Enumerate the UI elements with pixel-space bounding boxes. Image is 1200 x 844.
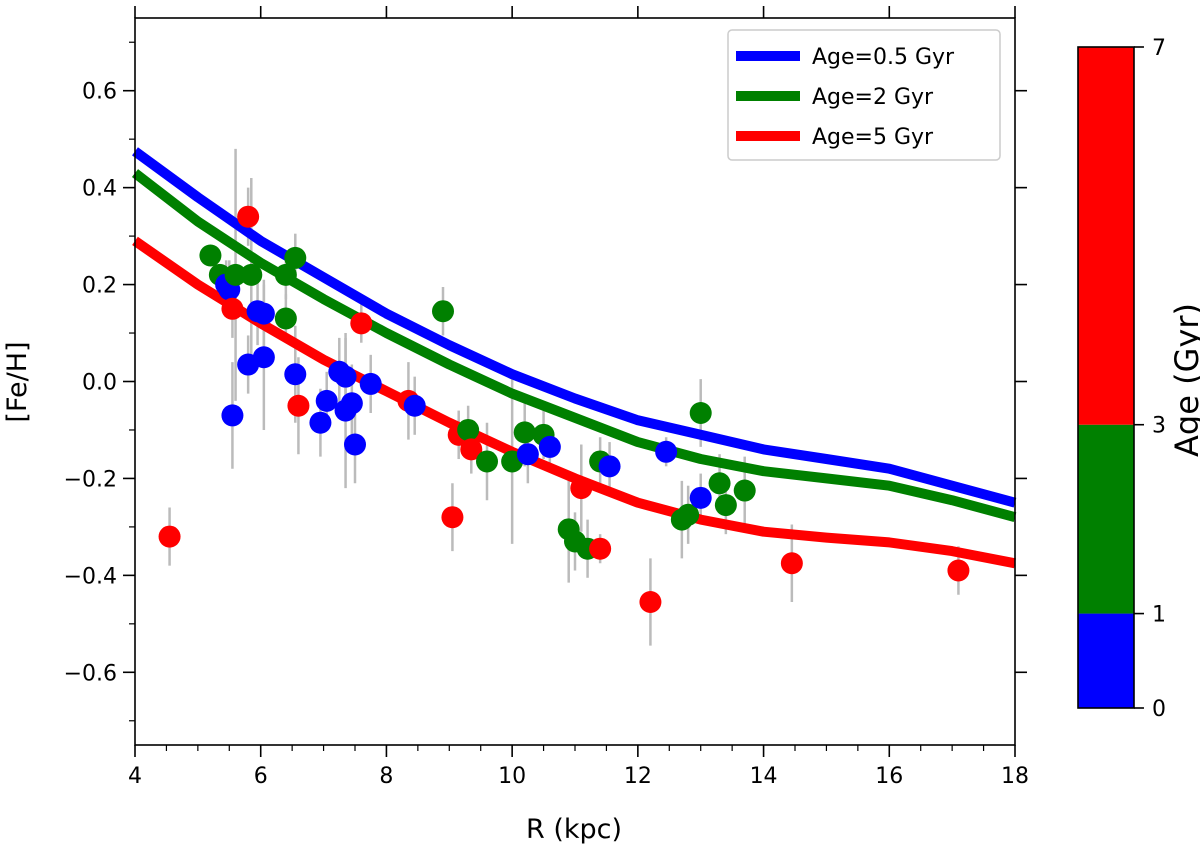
x-tick-label-2: 8	[379, 764, 393, 789]
data-point-47	[598, 455, 621, 478]
data-point-20	[315, 389, 338, 412]
data-point-17	[284, 363, 307, 386]
legend-label-0: Age=0.5 Gyr	[812, 45, 955, 70]
data-point-46	[589, 537, 612, 560]
data-point-31	[441, 506, 464, 529]
data-point-34	[460, 438, 483, 461]
x-tick-label-3: 10	[498, 764, 526, 789]
colorbar-segment-1	[1078, 424, 1134, 614]
axes-layer: 4 6 8 10 12 14 16 18 −0.6 −0.4 −0.2 0.0 0.2 0.4 0.6	[64, 6, 1029, 789]
legend-label-1: Age=2 Gyr	[812, 85, 934, 110]
data-point-18	[287, 394, 310, 417]
x-tick-label-5: 14	[750, 764, 778, 789]
data-point-48	[639, 591, 662, 614]
data-point-55	[714, 494, 737, 517]
model-line-2	[132, 236, 1016, 569]
data-points-layer	[158, 205, 970, 614]
data-point-58	[947, 559, 970, 582]
data-point-52	[689, 402, 712, 425]
data-point-19	[309, 411, 332, 434]
legend: Age=0.5 Gyr Age=2 Gyr Age=5 Gyr	[727, 29, 1001, 161]
data-point-24	[340, 392, 363, 415]
y-axis-label: [Fe/H]	[2, 341, 33, 422]
y-tick-label-5: 0.4	[82, 177, 117, 202]
x-tick-label-6: 16	[875, 764, 903, 789]
colorbar-tick-label-2: 3	[1152, 414, 1166, 439]
data-point-56	[733, 479, 756, 502]
data-point-6	[224, 263, 247, 286]
data-point-57	[780, 552, 803, 575]
data-point-5	[221, 297, 244, 320]
data-point-53	[689, 486, 712, 509]
data-point-0	[158, 525, 181, 548]
colorbar: 0 1 3 7	[1077, 36, 1166, 722]
data-point-14	[274, 263, 297, 286]
legend-label-2: Age=5 Gyr	[812, 125, 934, 150]
data-point-26	[350, 312, 373, 335]
y-tick-label-0: −0.6	[64, 661, 117, 686]
colorbar-tick-label-1: 1	[1152, 603, 1166, 628]
colorbar-tick-label-3: 7	[1152, 36, 1166, 61]
data-point-13	[252, 346, 275, 369]
data-point-49	[655, 440, 678, 463]
colorbar-frame	[1077, 46, 1135, 709]
data-point-7	[221, 404, 244, 427]
data-point-54	[708, 472, 731, 495]
data-point-22	[334, 365, 357, 388]
data-point-30	[432, 300, 454, 323]
data-point-43	[570, 477, 593, 500]
y-tick-label-3: 0.0	[82, 371, 117, 396]
data-point-15	[274, 307, 297, 330]
colorbar-segment-0	[1078, 613, 1134, 708]
data-point-40	[538, 435, 561, 458]
data-point-37	[513, 421, 536, 444]
data-point-38	[516, 443, 539, 466]
data-point-9	[240, 263, 263, 286]
data-point-25	[344, 433, 366, 456]
data-point-8	[237, 205, 260, 228]
x-tick-label-4: 12	[624, 764, 652, 789]
data-point-27	[359, 372, 382, 395]
y-tick-label-1: −0.4	[64, 564, 117, 589]
colorbar-label: Age (Gyr)	[1168, 303, 1200, 457]
data-point-29	[403, 394, 426, 417]
legend-box	[727, 29, 1001, 161]
colorbar-segment-2	[1078, 47, 1134, 425]
x-tick-label-1: 6	[254, 764, 268, 789]
x-tick-label-7: 18	[1001, 764, 1029, 789]
data-point-51	[677, 503, 700, 526]
x-tick-label-0: 4	[128, 764, 142, 789]
y-tick-label-4: 0.2	[82, 274, 117, 299]
data-point-35	[476, 450, 498, 473]
data-point-12	[252, 302, 275, 325]
data-point-1	[199, 244, 222, 267]
x-axis-label: R (kpc)	[526, 814, 622, 844]
y-tick-label-6: 0.6	[82, 80, 117, 105]
data-point-33	[457, 418, 480, 441]
data-point-16	[284, 246, 307, 269]
model-line-0	[132, 147, 1017, 508]
colorbar-tick-label-0: 0	[1152, 697, 1166, 722]
y-tick-label-2: −0.2	[64, 467, 117, 492]
